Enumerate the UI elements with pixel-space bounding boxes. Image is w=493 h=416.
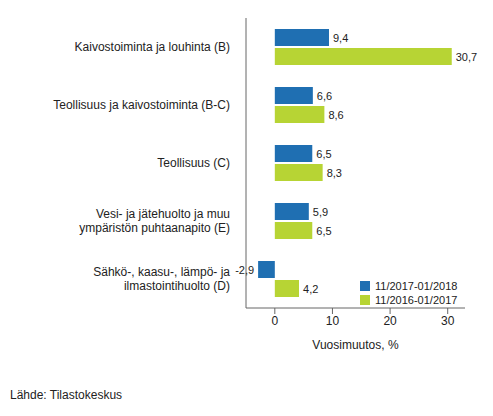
svg-text:Vesi- ja jätehuolto ja muu: Vesi- ja jätehuolto ja muu bbox=[96, 207, 230, 221]
svg-text:0: 0 bbox=[271, 314, 278, 328]
svg-text:10: 10 bbox=[326, 314, 340, 328]
svg-text:6,6: 6,6 bbox=[317, 90, 332, 102]
svg-text:-2,9: -2,9 bbox=[235, 264, 254, 276]
svg-text:6,5: 6,5 bbox=[316, 148, 331, 160]
html-text:11/2017-01/2018: 11/2017-01/2018 bbox=[375, 280, 458, 292]
svg-text:Sähkö-, kaasu-, lämpö- ja: Sähkö-, kaasu-, lämpö- ja bbox=[93, 265, 230, 279]
svg-text:8,3: 8,3 bbox=[327, 167, 342, 179]
svg-text:Vuosimuutos, %: Vuosimuutos, % bbox=[312, 338, 399, 352]
html-text:11/2016-01/2017: 11/2016-01/2017 bbox=[375, 294, 458, 306]
html-text:Lähde: Tilastokeskus: Lähde: Tilastokeskus bbox=[10, 388, 123, 402]
svg-text:Teollisuus (C): Teollisuus (C) bbox=[157, 156, 230, 170]
svg-text:30: 30 bbox=[441, 314, 455, 328]
svg-text:8,6: 8,6 bbox=[328, 109, 343, 121]
svg-text:Kaivostoiminta ja louhinta (B): Kaivostoiminta ja louhinta (B) bbox=[75, 40, 230, 54]
svg-text:6,5: 6,5 bbox=[316, 225, 331, 237]
svg-text:20: 20 bbox=[383, 314, 397, 328]
svg-text:ilmastointihuolto (D): ilmastointihuolto (D) bbox=[124, 279, 230, 293]
svg-text:5,9: 5,9 bbox=[313, 206, 328, 218]
svg-text:ympäristön puhtaanapito (E): ympäristön puhtaanapito (E) bbox=[79, 221, 230, 235]
svg-text:4,2: 4,2 bbox=[303, 283, 318, 295]
svg-text:9,4: 9,4 bbox=[333, 32, 348, 44]
svg-text:Teollisuus ja kaivostoiminta (: Teollisuus ja kaivostoiminta (B-C) bbox=[53, 98, 230, 112]
svg-text:30,7: 30,7 bbox=[456, 51, 477, 63]
